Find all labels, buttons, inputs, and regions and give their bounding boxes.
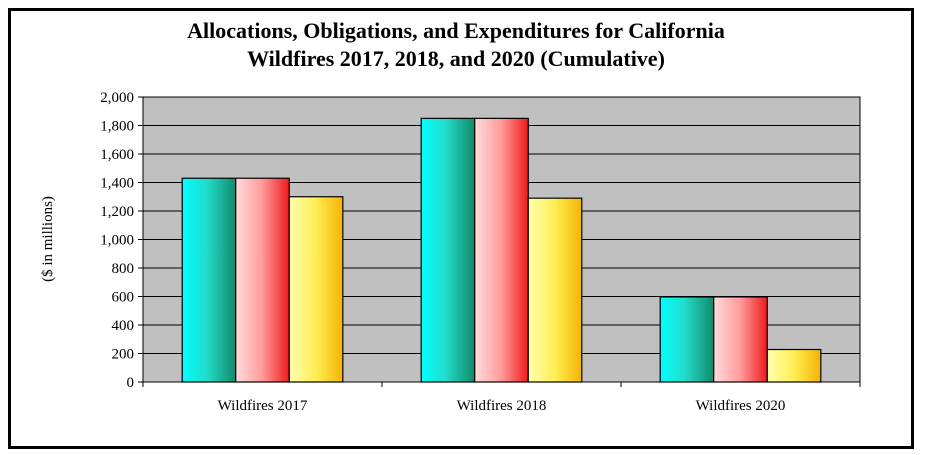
chart-title: Allocations, Obligations, and Expenditur… <box>3 17 909 73</box>
y-tick-label: 400 <box>112 318 135 334</box>
bars <box>181 117 822 383</box>
bar <box>288 196 344 383</box>
x-tick-label: Wildfires 2020 <box>696 398 786 414</box>
chart-title-line-2: Wildfires 2017, 2018, and 2020 (Cumulati… <box>247 46 665 71</box>
bar <box>766 348 822 383</box>
bar <box>713 296 768 383</box>
y-tick-label: 1,200 <box>100 204 134 220</box>
bar <box>474 117 529 383</box>
chart-title-line-1: Allocations, Obligations, and Expenditur… <box>187 18 725 43</box>
y-tick-label: 1,800 <box>100 119 134 135</box>
y-tick-label: 2,000 <box>100 90 134 106</box>
bar <box>181 177 237 383</box>
y-tick-label: 1,400 <box>100 176 134 192</box>
axes: 0 200 400 600 800 1,000 1,200 1,400 1,600 1,800 2,… <box>100 90 861 414</box>
y-axis-label: ($ in millions) <box>40 196 56 282</box>
y-tick-label: 1,600 <box>100 147 134 163</box>
y-tick-label: 200 <box>112 347 135 363</box>
y-tick-label: 800 <box>112 261 135 277</box>
x-tick-label: Wildfires 2017 <box>218 398 308 414</box>
bar <box>527 197 583 383</box>
y-tick-label: 600 <box>112 290 135 306</box>
y-tick-label: 0 <box>127 375 135 391</box>
bar <box>235 177 290 383</box>
bar <box>659 296 715 383</box>
y-tick-label: 1,000 <box>100 233 134 249</box>
x-tick-label: Wildfires 2018 <box>457 398 547 414</box>
bar <box>420 117 476 383</box>
